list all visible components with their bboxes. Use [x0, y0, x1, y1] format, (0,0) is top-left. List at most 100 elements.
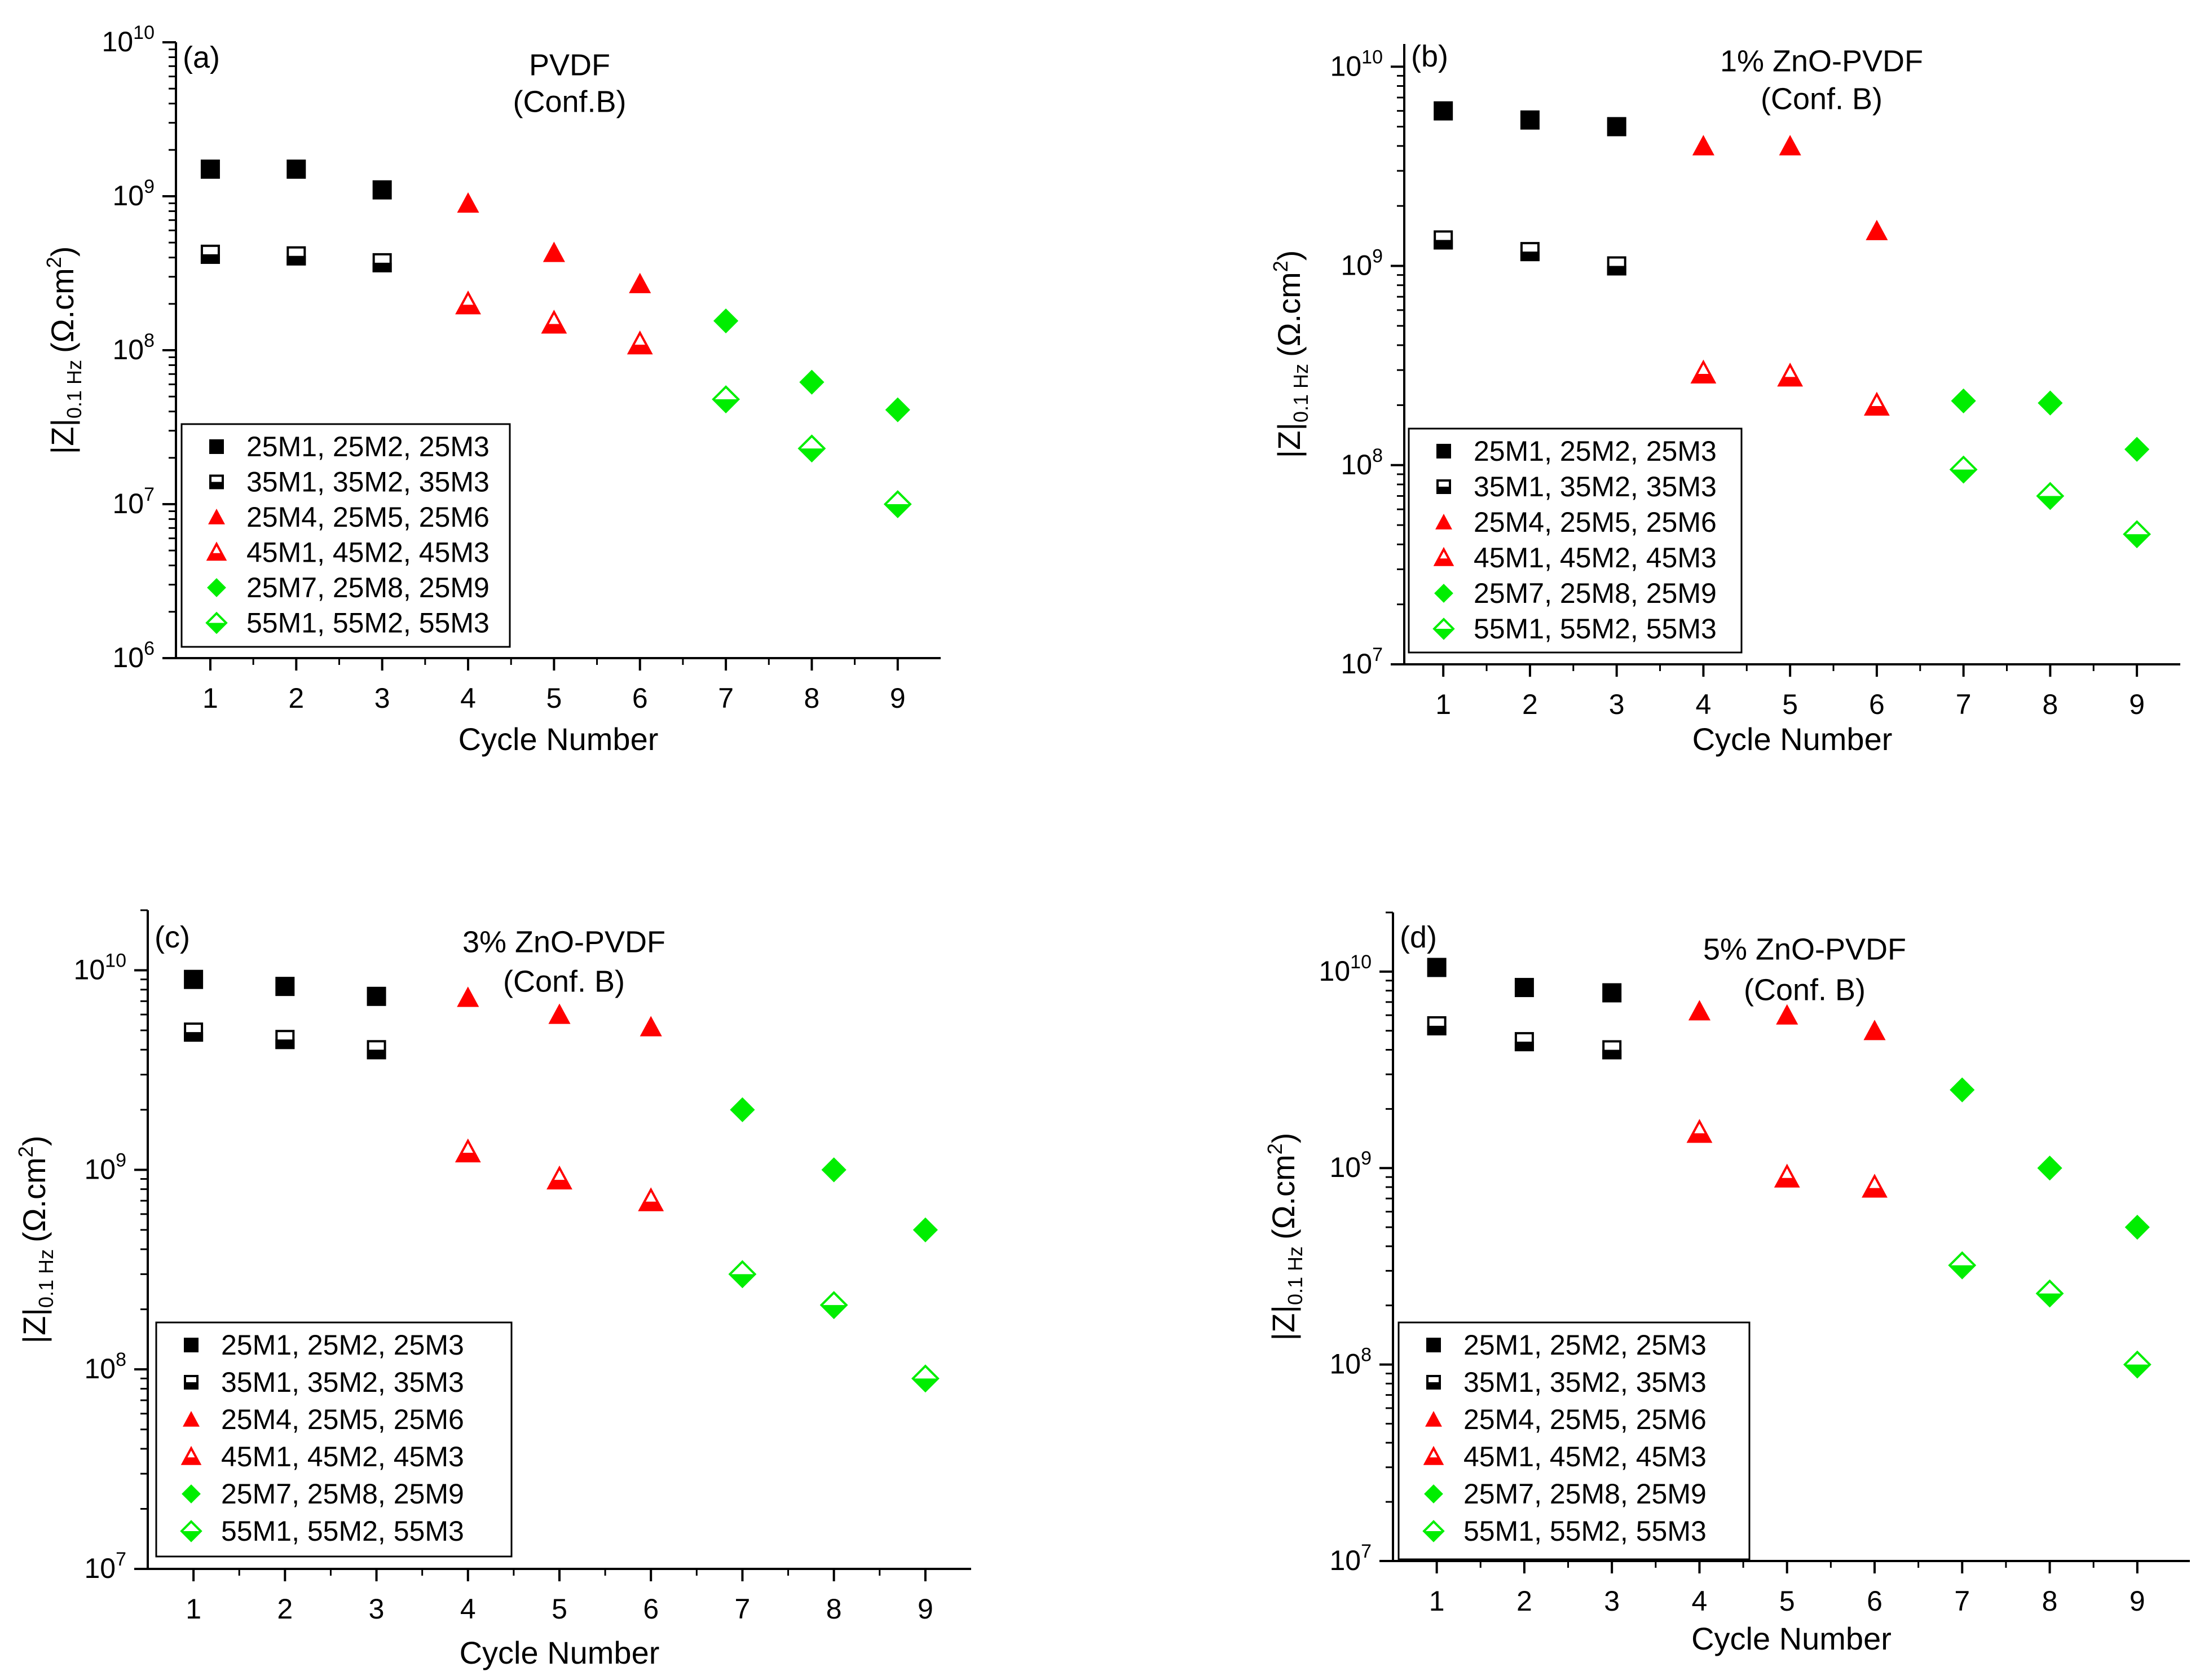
data-point-s4-c7 — [1951, 388, 1976, 414]
data-point-s3-c6 — [1863, 391, 1890, 416]
x-tick-label: 2 — [1522, 689, 1538, 720]
legend-marker — [1434, 584, 1453, 603]
x-tick-label: 7 — [718, 682, 734, 714]
legend-label: 55M1, 55M2, 55M3 — [1463, 1515, 1707, 1547]
y-tick-label: 108 — [1329, 1344, 1372, 1380]
x-tick-label: 7 — [1956, 689, 1972, 720]
panel-label: (d) — [1400, 920, 1437, 954]
data-point-s2-c5 — [1776, 1004, 1798, 1025]
data-point-s2-c4 — [457, 986, 479, 1007]
data-point-s3-c4 — [455, 290, 481, 315]
x-tick-label: 7 — [1954, 1585, 1970, 1617]
data-point-s0-c2 — [286, 159, 306, 179]
y-tick-label: 107 — [112, 484, 155, 519]
data-point-s2-c5 — [543, 241, 565, 262]
legend-label: 25M4, 25M5, 25M6 — [221, 1404, 464, 1435]
x-tick-label: 3 — [374, 682, 390, 714]
y-tick-label: 108 — [112, 330, 155, 365]
data-point-s2-c5 — [548, 1003, 571, 1024]
legend-label: 25M7, 25M8, 25M9 — [1474, 577, 1717, 609]
data-point-s1-c2 — [1520, 242, 1540, 262]
data-point-s2-c4 — [1688, 1000, 1711, 1021]
legend-label: 55M1, 55M2, 55M3 — [221, 1515, 464, 1547]
x-tick-label: 7 — [735, 1593, 751, 1625]
legend-label: 25M4, 25M5, 25M6 — [1474, 506, 1717, 538]
y-axis-label: |Z|0.1 Hz(Ω.cm2) — [42, 246, 86, 455]
x-tick-label: 5 — [552, 1593, 567, 1625]
x-tick-label: 2 — [277, 1593, 293, 1625]
data-point-s2-c5 — [1779, 135, 1801, 156]
data-point-s0-c3 — [1607, 117, 1626, 136]
legend-frame — [1397, 1321, 1751, 1560]
legend-label: 25M4, 25M5, 25M6 — [1463, 1404, 1707, 1435]
chart-panel-b: 1 2 3 4 5 6 7 8 9 107 108 109 1010 (b) 1% ZnO-PVDF (Con… — [1269, 39, 2180, 757]
data-point-s3-c6 — [638, 1187, 664, 1211]
data-point-s3-c4 — [1690, 359, 1717, 384]
x-tick-label: 9 — [2130, 1585, 2145, 1617]
x-tick-label: 9 — [918, 1593, 933, 1625]
data-point-s1-c3 — [1602, 1040, 1622, 1060]
data-point-s2-c4 — [457, 192, 479, 213]
y-axis-label: |Z|0.1 Hz(Ω.cm2) — [1263, 1133, 1307, 1341]
chart-title: PVDF — [529, 48, 610, 82]
data-point-s0-c2 — [1520, 110, 1540, 130]
legend-label: 35M1, 35M2, 35M3 — [246, 466, 490, 498]
data-point-s4-c8 — [2038, 390, 2063, 416]
legend-marker — [1422, 1520, 1445, 1542]
legend-label: 45M1, 45M2, 45M3 — [221, 1441, 464, 1472]
x-tick-label: 6 — [1869, 689, 1885, 720]
panel-label: (a) — [183, 41, 220, 74]
x-tick-label: 1 — [1435, 689, 1451, 720]
legend-label: 25M1, 25M2, 25M3 — [246, 431, 490, 462]
data-point-s4-c9 — [885, 397, 910, 422]
panel-label: (b) — [1411, 39, 1448, 73]
data-point-s5-c8 — [2035, 1279, 2064, 1308]
x-tick-label: 8 — [2042, 689, 2058, 720]
x-tick-label: 4 — [460, 1593, 476, 1625]
y-tick-label: 109 — [1341, 246, 1383, 281]
chart-subtitle: (Conf. B) — [503, 964, 625, 998]
x-axis-label: Cycle Number — [1691, 1621, 1892, 1656]
x-tick-label: 8 — [2042, 1585, 2058, 1617]
x-axis-label: Cycle Number — [460, 1635, 660, 1670]
legend-marker — [1424, 1484, 1443, 1503]
legend-marker — [184, 1338, 199, 1352]
data-point-s3-c6 — [627, 330, 653, 355]
data-point-s5-c8 — [797, 434, 826, 463]
y-tick-label: 109 — [84, 1149, 126, 1185]
data-point-s1-c2 — [286, 246, 306, 266]
legend-marker — [1425, 1411, 1442, 1427]
y-tick-label: 109 — [1329, 1148, 1372, 1183]
data-point-s0-c3 — [367, 986, 386, 1006]
legend-label: 25M7, 25M8, 25M9 — [1463, 1478, 1707, 1510]
y-tick-label: 1010 — [1319, 951, 1372, 987]
legend-label: 25M1, 25M2, 25M3 — [1463, 1329, 1707, 1361]
data-point-s1-c2 — [275, 1030, 295, 1050]
legend-label: 55M1, 55M2, 55M3 — [1474, 613, 1717, 645]
legend-label: 25M7, 25M8, 25M9 — [246, 572, 490, 603]
x-tick-label: 1 — [1429, 1585, 1445, 1617]
data-point-s5-c9 — [883, 490, 912, 518]
data-point-s0-c2 — [1514, 978, 1534, 998]
data-point-s3-c4 — [1686, 1119, 1713, 1143]
data-point-s0-c1 — [1427, 958, 1447, 977]
y-axis-label: |Z|0.1 Hz(Ω.cm2) — [14, 1136, 58, 1344]
data-point-s0-c1 — [1434, 101, 1453, 121]
data-point-s4-c7 — [730, 1097, 755, 1122]
legend-marker — [207, 578, 226, 597]
data-point-s3-c5 — [546, 1165, 572, 1190]
data-point-s1-c3 — [372, 253, 392, 272]
legend: 25M1, 25M2, 25M3 35M1, 35M2, 35M3 25M4, 25… — [1397, 1321, 1751, 1560]
x-axis-label: Cycle Number — [1692, 721, 1893, 757]
data-point-s4-c7 — [1950, 1077, 1975, 1103]
legend-marker — [180, 1520, 202, 1542]
x-tick-label: 2 — [1516, 1585, 1532, 1617]
legend-label: 45M1, 45M2, 45M3 — [1463, 1441, 1707, 1472]
legend-label: 35M1, 35M2, 35M3 — [1463, 1366, 1707, 1398]
chart-subtitle: (Conf. B) — [1744, 973, 1866, 1007]
legend-marker — [180, 1445, 202, 1465]
data-point-s5-c9 — [2123, 520, 2151, 549]
legend-label: 25M1, 25M2, 25M3 — [221, 1329, 464, 1361]
